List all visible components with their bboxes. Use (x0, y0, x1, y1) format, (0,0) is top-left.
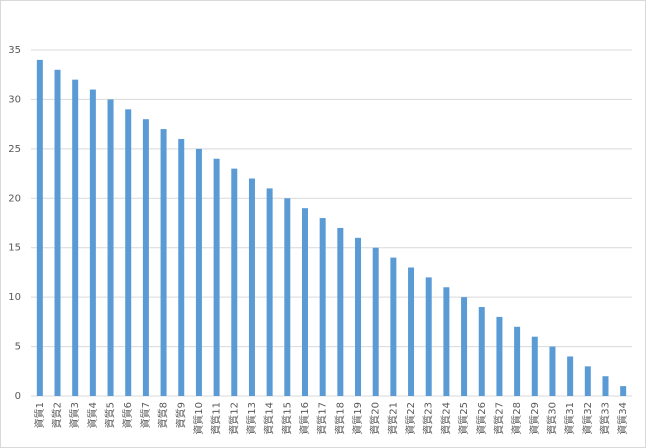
y-tick-label: 35 (8, 45, 21, 56)
bar (89, 89, 96, 397)
bar (390, 257, 397, 396)
x-tick-label: 資質29 (528, 402, 541, 435)
y-tick-label: 30 (8, 94, 21, 105)
bar (408, 267, 415, 396)
bar (425, 277, 432, 396)
x-tick-label: 資質27 (492, 402, 505, 435)
x-tick-label: 資質4 (86, 402, 99, 428)
bar (620, 386, 627, 396)
x-tick-label: 資質17 (316, 402, 329, 435)
x-tick-label: 資質15 (280, 402, 293, 435)
bar (301, 208, 308, 396)
bar (213, 158, 220, 396)
bar (266, 188, 273, 396)
bar (355, 237, 362, 396)
bar (514, 326, 521, 396)
bar (443, 287, 450, 396)
y-tick-label: 20 (8, 193, 21, 204)
bar (496, 316, 503, 396)
x-tick-label: 資質31 (563, 402, 576, 435)
bar (107, 99, 114, 396)
x-tick-label: 資質13 (245, 402, 258, 435)
bar (125, 109, 132, 397)
x-tick-label: 資質34 (616, 402, 629, 435)
x-tick-label: 資質9 (174, 402, 187, 428)
bar (319, 218, 326, 396)
x-tick-label: 資質7 (139, 402, 152, 428)
x-tick-label: 資質10 (192, 402, 205, 435)
x-tick-label: 資質19 (351, 402, 364, 435)
x-tick-label: 資質32 (581, 402, 594, 435)
bar (549, 346, 556, 396)
bar (284, 198, 291, 396)
x-tick-label: 資質25 (457, 402, 470, 435)
x-tick-label: 資質6 (121, 402, 134, 428)
bar (567, 356, 574, 396)
bar (584, 366, 591, 396)
x-tick-label: 資質11 (210, 402, 223, 435)
x-tick-label: 資質23 (422, 402, 435, 435)
x-tick-label: 資質24 (439, 402, 452, 435)
x-tick-label: 資質16 (298, 402, 311, 435)
x-tick-label: 資質26 (475, 402, 488, 435)
x-tick-label: 資質3 (68, 402, 81, 428)
x-tick-label: 資質12 (227, 402, 240, 435)
x-tick-label: 資質22 (404, 402, 417, 435)
bar (248, 178, 255, 396)
y-tick-label: 15 (8, 243, 21, 254)
y-tick-label: 25 (8, 144, 21, 155)
y-tick-label: 0 (15, 391, 21, 402)
x-tick-label: 資質28 (510, 402, 523, 435)
x-tick-label: 資質20 (369, 402, 382, 435)
bar (72, 79, 79, 397)
bar (178, 138, 185, 396)
bar (337, 227, 344, 396)
bar (160, 129, 167, 397)
bar (36, 59, 43, 397)
x-tick-label: 資質1 (33, 402, 46, 428)
x-tick-label: 資質33 (598, 402, 611, 435)
bar (54, 69, 61, 397)
x-tick-label: 資質18 (333, 402, 346, 435)
x-tick-label: 資質21 (386, 402, 399, 435)
bar (602, 376, 609, 396)
bar (195, 148, 202, 396)
bar (231, 168, 238, 396)
x-tick-label: 資質14 (263, 402, 276, 435)
x-tick-label: 資質30 (545, 402, 558, 435)
bar (461, 297, 468, 396)
x-tick-label: 資質8 (157, 402, 170, 428)
y-tick-label: 5 (15, 342, 21, 353)
bar (531, 336, 538, 396)
bar (478, 307, 485, 396)
bar (142, 119, 149, 396)
bar (372, 247, 379, 396)
y-tick-label: 10 (8, 292, 21, 303)
x-tick-label: 資質2 (51, 402, 64, 428)
x-tick-label: 資質5 (104, 402, 117, 428)
